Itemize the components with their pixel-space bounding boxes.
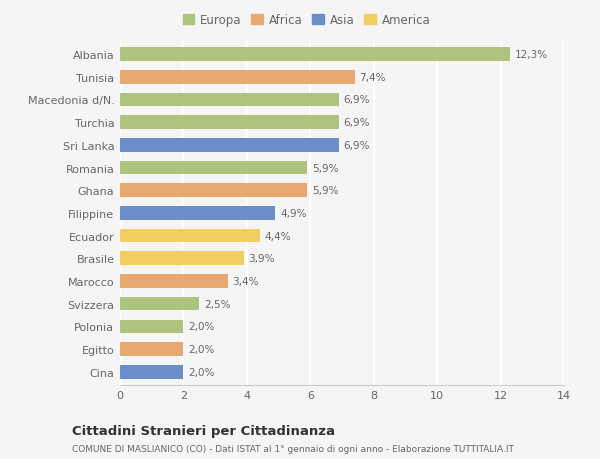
Bar bbox=[120, 342, 184, 356]
Text: COMUNE DI MASLIANICO (CO) - Dati ISTAT al 1° gennaio di ogni anno - Elaborazione: COMUNE DI MASLIANICO (CO) - Dati ISTAT a… bbox=[72, 444, 514, 453]
Bar bbox=[120, 139, 339, 152]
Text: 6,9%: 6,9% bbox=[344, 95, 370, 105]
Bar bbox=[120, 207, 275, 220]
Bar bbox=[120, 297, 199, 311]
Bar bbox=[120, 184, 307, 197]
Text: 4,9%: 4,9% bbox=[280, 208, 307, 218]
Text: 2,0%: 2,0% bbox=[188, 322, 215, 332]
Bar bbox=[120, 274, 228, 288]
Text: 2,0%: 2,0% bbox=[188, 344, 215, 354]
Text: 3,9%: 3,9% bbox=[248, 254, 275, 264]
Legend: Europa, Africa, Asia, America: Europa, Africa, Asia, America bbox=[178, 10, 435, 32]
Text: 2,0%: 2,0% bbox=[188, 367, 215, 377]
Text: 7,4%: 7,4% bbox=[359, 73, 386, 83]
Text: 12,3%: 12,3% bbox=[515, 50, 548, 60]
Bar bbox=[120, 162, 307, 175]
Bar bbox=[120, 365, 184, 379]
Bar bbox=[120, 252, 244, 265]
Text: 6,9%: 6,9% bbox=[344, 140, 370, 151]
Text: 5,9%: 5,9% bbox=[312, 186, 338, 196]
Bar bbox=[120, 48, 510, 62]
Text: Cittadini Stranieri per Cittadinanza: Cittadini Stranieri per Cittadinanza bbox=[72, 424, 335, 437]
Bar bbox=[120, 230, 260, 243]
Text: 6,9%: 6,9% bbox=[344, 118, 370, 128]
Bar bbox=[120, 320, 184, 334]
Text: 4,4%: 4,4% bbox=[265, 231, 291, 241]
Bar bbox=[120, 116, 339, 129]
Bar bbox=[120, 71, 355, 84]
Text: 2,5%: 2,5% bbox=[204, 299, 230, 309]
Text: 3,4%: 3,4% bbox=[233, 276, 259, 286]
Text: 5,9%: 5,9% bbox=[312, 163, 338, 173]
Bar bbox=[120, 93, 339, 107]
